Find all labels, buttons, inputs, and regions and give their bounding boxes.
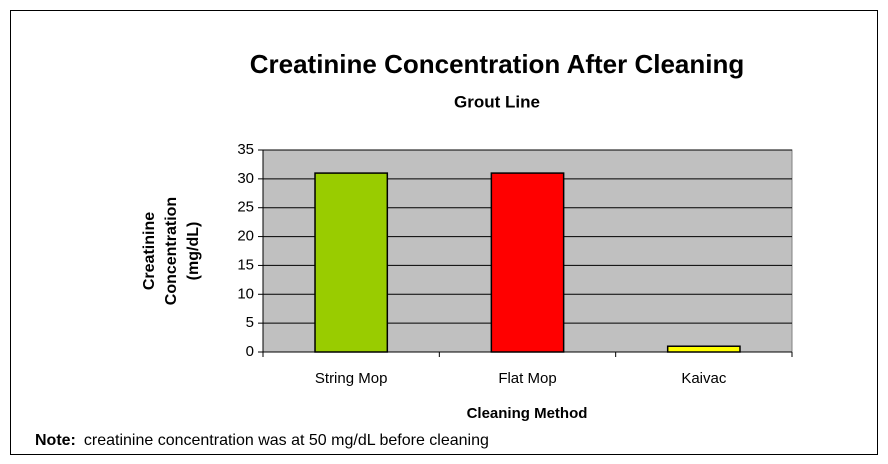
y-tick-label: 30 <box>237 170 254 187</box>
chart-subtitle: Grout Line <box>454 92 540 111</box>
y-tick-label: 35 <box>237 141 254 158</box>
note-text: creatinine concentration was at 50 mg/dL… <box>84 432 489 449</box>
note: Note: creatinine concentration was at 50 … <box>35 432 489 449</box>
note-label: Note: <box>35 432 76 449</box>
bar <box>666 345 741 353</box>
y-tick-label: 5 <box>246 314 254 331</box>
bar <box>314 172 389 353</box>
chart-title: Creatinine Concentration After Cleaning <box>250 49 745 79</box>
bar <box>490 172 565 353</box>
y-axis-label: (mg/dL) <box>185 222 202 281</box>
y-tick-label: 20 <box>237 228 254 245</box>
x-tick-label: Flat Mop <box>498 370 556 387</box>
y-tick-label: 25 <box>237 199 254 216</box>
y-axis-label: Creatinine <box>141 212 158 290</box>
x-tick-label: String Mop <box>315 370 388 387</box>
x-axis-label: Cleaning Method <box>467 405 588 422</box>
y-tick-label: 0 <box>246 343 254 360</box>
y-tick-label: 15 <box>237 256 254 273</box>
y-axis-label: Concentration <box>163 197 180 305</box>
x-tick-label: Kaivac <box>681 370 727 387</box>
y-tick-label: 10 <box>237 285 254 302</box>
